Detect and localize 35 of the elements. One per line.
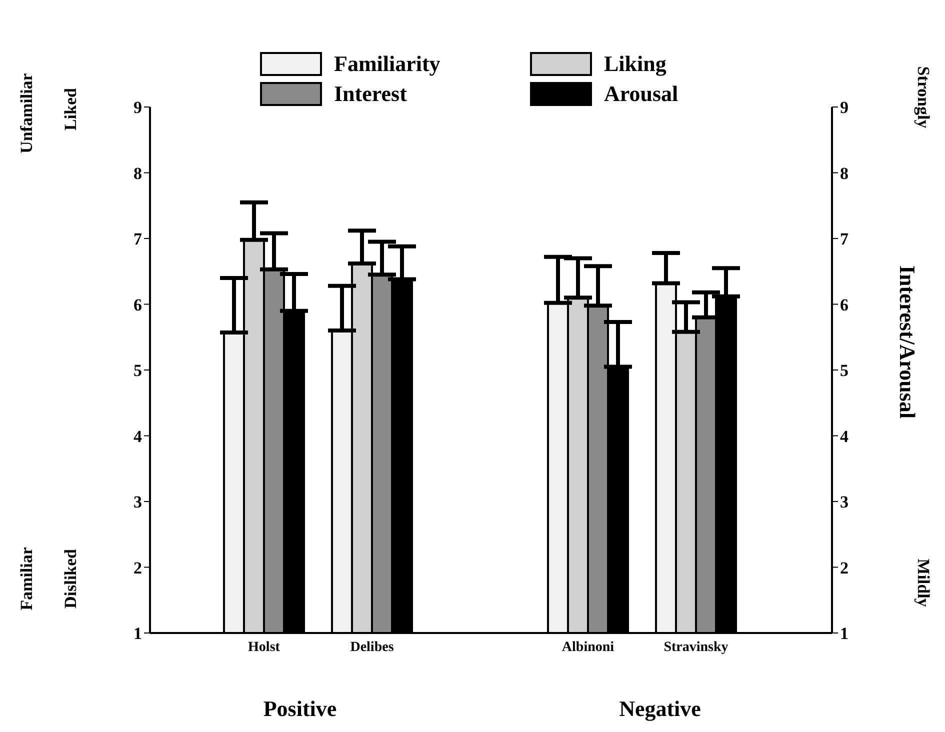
x-tick-label: Holst [248, 640, 280, 655]
y-tick-label: 4 [134, 426, 142, 446]
x-tick-label: Stravinsky [664, 640, 728, 655]
y2-tick-label: 9 [840, 98, 848, 118]
text: Strongly [914, 66, 934, 129]
text: Mildly [914, 558, 934, 608]
y-tick-label: 9 [134, 98, 142, 118]
y-tick-label: 1 [134, 624, 142, 644]
text: Familiar [16, 546, 36, 610]
y2-tick-label: 6 [840, 295, 848, 314]
y-tick-label: 2 [134, 558, 142, 578]
text: Positive [263, 696, 337, 721]
legend-label: Arousal [604, 81, 678, 107]
y-tick-label: 8 [134, 164, 142, 183]
y2-tick-label: 3 [840, 492, 848, 512]
y-tick-label: 5 [134, 361, 142, 380]
text: Negative [619, 696, 702, 721]
text: Disliked [60, 548, 80, 609]
y2-axis-title: Interest/Arousal [894, 265, 920, 419]
y2-tick-label: 1 [840, 624, 848, 644]
x-tick-label: Albinoni [562, 640, 614, 655]
y2-tick-label: 2 [840, 558, 848, 578]
legend-label: Familiarity [334, 51, 440, 77]
text: Unfamiliar [16, 72, 36, 154]
y2-tick-label: 8 [840, 164, 848, 183]
y2-tick-label: 4 [840, 426, 849, 446]
x-tick-label: Delibes [350, 640, 394, 655]
legend-label: Interest [334, 81, 407, 107]
y-tick-label: 7 [134, 230, 142, 249]
legend-label: Liking [604, 51, 666, 77]
y2-tick-label: 5 [840, 361, 848, 380]
y2-tick-label: 7 [840, 230, 849, 249]
y-tick-label: 6 [134, 295, 142, 314]
y-tick-label: 3 [134, 492, 142, 512]
text: Liked [60, 87, 80, 131]
